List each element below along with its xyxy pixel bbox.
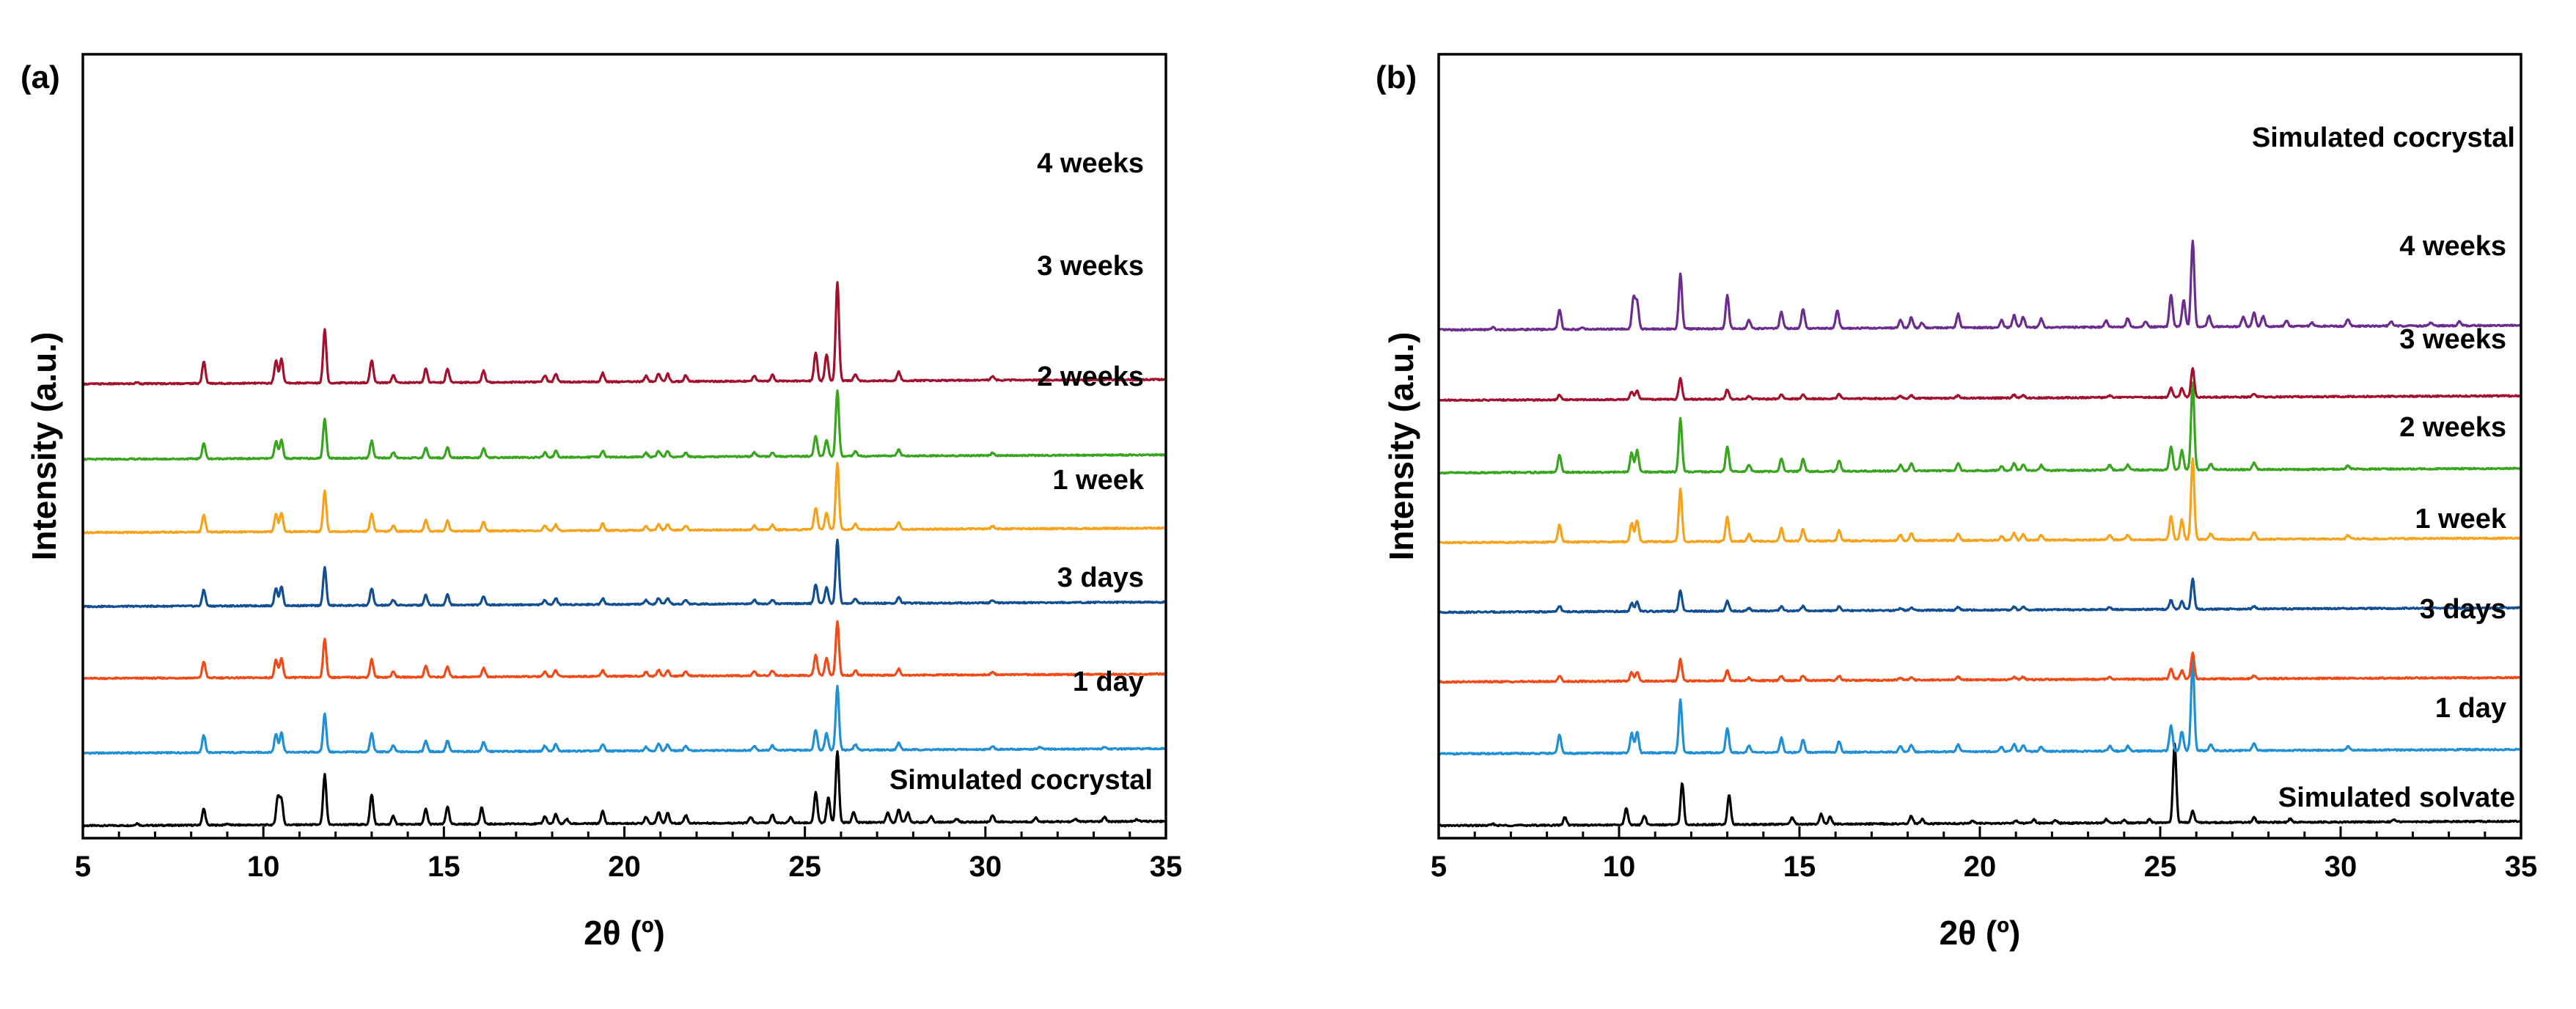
x-tick-label: 5 [1431, 851, 1447, 883]
x-tick-label: 10 [1603, 851, 1636, 883]
series-label-1-day: 1 day [1073, 667, 1144, 697]
plot-frame [1437, 53, 2522, 840]
series-label-1-week: 1 week [1052, 465, 1145, 496]
series-label-1-day: 1 day [2435, 693, 2506, 724]
x-axis-label: 2θ (º) [1940, 914, 2021, 952]
series-label-simulated-solvate: Simulated solvate [2278, 782, 2515, 813]
panel-label: (b) [1376, 59, 1417, 95]
x-tick-label: 20 [608, 851, 641, 883]
x-tick-label: 15 [1783, 851, 1816, 883]
x-tick-label: 30 [2324, 851, 2357, 883]
series-label-3-days: 3 days [2420, 594, 2506, 625]
series-trace-1-day [1437, 659, 2522, 756]
x-tick-label: 35 [2505, 851, 2538, 883]
series-label-4-weeks: 4 weeks [2399, 231, 2506, 262]
series-trace-simulated-cocrystal [81, 750, 1167, 828]
y-axis-label: Intensity (a.u.) [25, 332, 63, 561]
y-axis-label: Intensity (a.u.) [1382, 332, 1420, 561]
series-label-2-weeks: 2 weeks [2399, 412, 2506, 443]
series-label-1-week: 1 week [2415, 504, 2507, 535]
x-tick-label: 25 [788, 851, 821, 883]
x-tick-label: 20 [1964, 851, 1997, 883]
x-tick-label: 35 [1150, 851, 1183, 883]
series-label-3-days: 3 days [1057, 562, 1144, 593]
series-trace-simulated-cocrystal [1438, 239, 2522, 332]
series-trace-1-week [1438, 577, 2522, 614]
series-trace-2-weeks [81, 461, 1167, 535]
series-label-4-weeks: 4 weeks [1037, 148, 1144, 179]
series-label-3-weeks: 3 weeks [2399, 324, 2506, 355]
series-label-3-weeks: 3 weeks [1037, 251, 1144, 282]
series-trace-simulated-solvate [1438, 742, 2522, 828]
panel-label: (a) [21, 59, 60, 95]
series-trace-1-week [82, 538, 1167, 609]
series-label-simulated-cocrystal: Simulated cocrystal [889, 765, 1153, 796]
x-tick-label: 25 [2144, 851, 2177, 883]
series-label-2-weeks: 2 weeks [1037, 362, 1144, 392]
plot-frame [81, 53, 1167, 840]
series-label-simulated-cocrystal: Simulated cocrystal [2252, 122, 2515, 153]
x-tick-label: 10 [247, 851, 280, 883]
series-trace-1-day [81, 684, 1167, 755]
series-trace-3-weeks [1437, 381, 2522, 475]
series-trace-3-weeks [82, 389, 1167, 461]
x-axis-label: 2θ (º) [584, 914, 665, 952]
series-trace-4-weeks [82, 281, 1167, 386]
x-tick-label: 15 [428, 851, 460, 883]
x-tick-label: 5 [75, 851, 91, 883]
series-trace-2-weeks [1438, 457, 2522, 545]
series-trace-4-weeks [1437, 367, 2522, 403]
series-trace-3-days [82, 620, 1167, 680]
series-trace-3-days [1438, 651, 2522, 684]
x-tick-label: 30 [969, 851, 1002, 883]
